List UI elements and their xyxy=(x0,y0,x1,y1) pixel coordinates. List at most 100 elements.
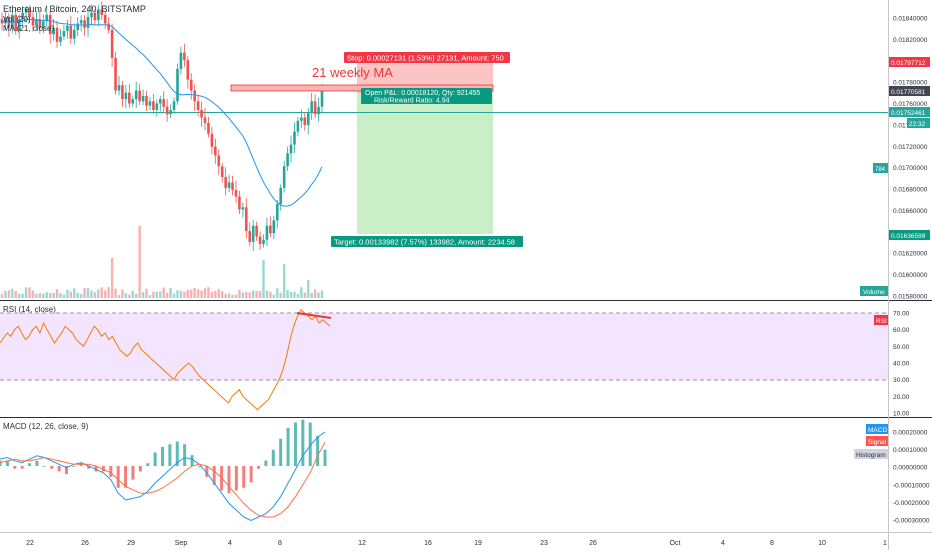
symbol-title: Ethereum / Bitcoin, 240, BITSTAMP xyxy=(3,4,146,14)
signal-legend: Signal xyxy=(868,439,887,446)
candle-body xyxy=(55,27,59,42)
ma-line xyxy=(1,18,323,207)
volume-bar xyxy=(238,289,241,298)
candle-body xyxy=(66,25,69,32)
candle-body xyxy=(62,31,66,37)
rsi-tick-label: 60.00 xyxy=(893,327,910,334)
time-tick-label: 4 xyxy=(721,540,725,547)
volume-bar xyxy=(73,288,76,298)
volume-bar xyxy=(310,292,313,298)
candle-body xyxy=(72,29,76,39)
open-pnl-label: Open P&L: 0.00018120, Qty: 921455 xyxy=(365,90,480,97)
rsi-badge xyxy=(874,315,888,325)
price-tick-label: 0.01760000 xyxy=(893,101,928,108)
macd-tick-label: 0.00010000 xyxy=(893,447,928,454)
candle-body xyxy=(128,92,131,104)
volume-bar xyxy=(241,292,245,298)
candle-body xyxy=(97,9,100,21)
volume-bar xyxy=(183,291,186,298)
candle-body xyxy=(152,101,155,110)
histogram-bar xyxy=(28,463,32,466)
rsi-tick-label: 70.00 xyxy=(893,311,910,318)
target-label-box xyxy=(331,236,523,247)
candle-body xyxy=(158,99,162,104)
histogram-bar xyxy=(308,422,312,466)
candle-body xyxy=(258,236,262,245)
moving-average xyxy=(1,18,323,207)
volume-bar xyxy=(90,290,93,298)
volume-bar xyxy=(134,293,138,298)
volume-bar xyxy=(286,289,289,298)
candle-body xyxy=(17,19,21,32)
countdown-value: 22:32 xyxy=(909,121,926,128)
volume-bar xyxy=(289,291,293,298)
volume-badge xyxy=(860,286,888,296)
rsi-tick-label: 30.00 xyxy=(893,377,910,384)
candle-body xyxy=(310,101,313,113)
histogram-bar xyxy=(146,463,150,466)
stop-label-box xyxy=(344,52,510,63)
macd-tick-label: 0.00020000 xyxy=(893,430,928,437)
candle-body xyxy=(183,52,186,61)
candle-body xyxy=(227,182,231,188)
histogram-bar xyxy=(72,466,76,467)
target-label: Target: 0.00133982 (7.57%) 133982, Amoun… xyxy=(334,238,515,247)
signal-line xyxy=(0,441,326,518)
candle-body xyxy=(24,9,28,13)
volume-bar xyxy=(307,280,310,298)
histogram-bar xyxy=(190,455,194,466)
volume-bar xyxy=(296,293,300,298)
risk-reward-label: Risk/Reward Ratio: 4.94 xyxy=(374,98,450,105)
volume-bar xyxy=(190,289,193,298)
histogram-bar xyxy=(116,466,120,488)
rsi-divergence-line[interactable] xyxy=(296,312,332,319)
entry-price-tag xyxy=(889,107,930,117)
volume-bar xyxy=(141,292,145,298)
volume-bar xyxy=(176,290,179,298)
macd-line xyxy=(0,431,326,521)
volume-bar xyxy=(7,290,11,298)
candle-body xyxy=(234,190,238,197)
time-tick-label: 8 xyxy=(278,540,282,547)
histogram-bar xyxy=(161,446,164,466)
volume-bar xyxy=(203,288,207,298)
candle-body xyxy=(172,101,176,110)
rsi-tick-label: 10.00 xyxy=(893,411,910,418)
volume-bar xyxy=(300,287,303,298)
histogram-bar xyxy=(35,460,39,466)
volume-bar xyxy=(165,292,169,298)
volume-bar xyxy=(179,290,183,298)
take-profit-zone[interactable] xyxy=(357,93,493,234)
histogram-bar xyxy=(249,466,253,483)
candle-body xyxy=(203,117,207,123)
volume-bar xyxy=(104,290,107,298)
candle-body xyxy=(179,52,183,69)
volume-bar xyxy=(152,291,155,298)
macd-legend: MACD xyxy=(868,427,887,434)
candle-body xyxy=(121,85,124,100)
time-tick-label: Sep xyxy=(175,540,188,547)
histogram-bar xyxy=(264,460,268,466)
candle-body xyxy=(83,20,86,28)
signal-legend-box xyxy=(866,436,888,446)
price-tick-label: 0.01820000 xyxy=(893,37,928,44)
volume-bar xyxy=(45,292,48,298)
price-tick-label: 0.01700000 xyxy=(893,165,928,172)
histogram-bar xyxy=(101,466,105,472)
volume-bar xyxy=(169,287,172,298)
macd-legend-box xyxy=(866,424,888,434)
target-level-tag xyxy=(889,230,930,240)
volume-bar xyxy=(303,292,306,298)
histogram-bar xyxy=(227,466,231,494)
candle-body xyxy=(196,101,200,110)
volume-bar xyxy=(258,290,262,298)
candle-body xyxy=(214,146,217,156)
candle-body xyxy=(217,155,221,167)
volume-bar xyxy=(155,291,159,298)
volume-bar xyxy=(18,293,21,298)
volume-bar xyxy=(55,288,59,298)
volume-bar xyxy=(38,293,42,298)
candle-body xyxy=(107,23,110,30)
price-tick-label: 0.01580000 xyxy=(893,294,928,301)
